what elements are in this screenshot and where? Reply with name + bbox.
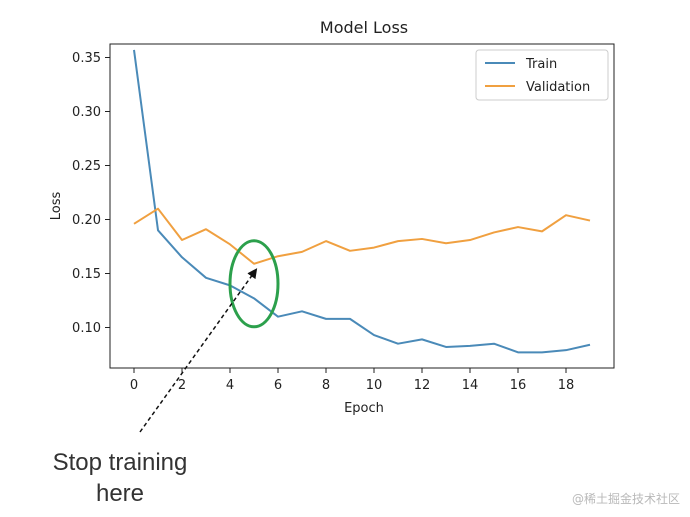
- x-tick-label: 18: [558, 378, 575, 393]
- annotation-text: Stop training here: [30, 447, 210, 509]
- chart-title: Model Loss: [320, 18, 408, 37]
- annotation-line-2: here: [95, 480, 145, 507]
- x-tick-label: 16: [510, 378, 527, 393]
- y-tick-label: 0.30: [72, 105, 101, 120]
- x-axis: 0 2 4 6 8 10 12 14 16 18: [130, 368, 574, 393]
- x-tick-label: 8: [322, 378, 330, 393]
- stop-point-highlight: [228, 239, 280, 329]
- annotation-arrow: [139, 268, 258, 433]
- x-tick-label: 4: [226, 378, 234, 393]
- y-tick-label: 0.10: [72, 321, 101, 336]
- x-tick-label: 10: [366, 378, 383, 393]
- x-tick-label: 6: [274, 378, 282, 393]
- x-axis-label: Epoch: [344, 401, 384, 416]
- x-tick-label: 14: [462, 378, 479, 393]
- series-layer: [133, 49, 591, 354]
- legend-label-train: Train: [525, 57, 557, 72]
- y-axis-label: Loss: [49, 192, 64, 221]
- x-tick-label: 2: [178, 378, 186, 393]
- series-line-validation: [133, 207, 591, 265]
- y-axis: 0.10 0.15 0.20 0.25 0.30 0.35: [72, 51, 110, 336]
- x-tick-label: 12: [414, 378, 431, 393]
- legend-label-validation: Validation: [526, 80, 590, 95]
- y-tick-label: 0.15: [72, 267, 101, 282]
- series-line-train: [133, 49, 591, 354]
- y-tick-label: 0.25: [72, 159, 101, 174]
- y-tick-label: 0.35: [72, 51, 101, 66]
- legend: Train Validation: [475, 49, 609, 101]
- watermark: @稀土掘金技术社区: [571, 492, 680, 506]
- y-tick-label: 0.20: [72, 213, 101, 228]
- annotation-line-1: Stop training: [52, 449, 188, 476]
- x-tick-label: 0: [130, 378, 138, 393]
